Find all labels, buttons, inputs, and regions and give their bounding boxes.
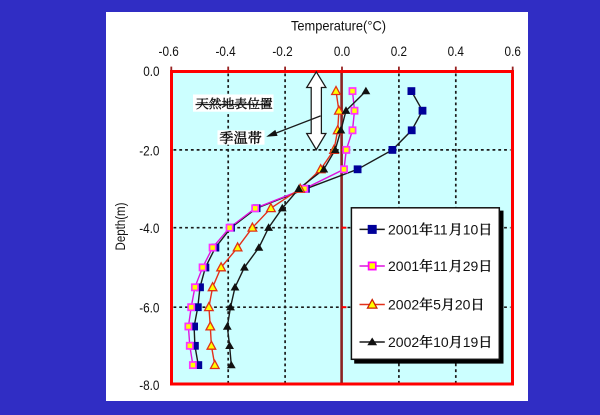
svg-text:0.0: 0.0 [143, 63, 159, 79]
svg-text:-0.2: -0.2 [272, 43, 292, 59]
svg-text:2002: 2002 [388, 334, 419, 350]
svg-text:20: 20 [455, 297, 471, 313]
svg-text:10: 10 [463, 221, 479, 237]
svg-text:Temperature(°C): Temperature(°C) [291, 17, 386, 33]
svg-text:19: 19 [463, 334, 479, 350]
svg-text:2001: 2001 [388, 258, 419, 274]
svg-text:29: 29 [463, 258, 479, 274]
svg-text:-8.0: -8.0 [139, 377, 159, 393]
svg-text:5: 5 [433, 297, 441, 313]
svg-text:11: 11 [433, 221, 448, 237]
svg-text:-4.0: -4.0 [139, 220, 159, 236]
svg-text:-0.6: -0.6 [159, 43, 179, 59]
svg-text:2001: 2001 [388, 221, 419, 237]
svg-text:0.6: 0.6 [505, 43, 521, 59]
svg-text:-0.4: -0.4 [215, 43, 235, 59]
svg-text:2002: 2002 [388, 297, 419, 313]
svg-text:-6.0: -6.0 [139, 300, 159, 316]
svg-text:Depth(m): Depth(m) [112, 203, 128, 251]
svg-text:0.4: 0.4 [448, 43, 464, 59]
svg-text:10: 10 [433, 334, 449, 350]
svg-text:0.2: 0.2 [391, 43, 407, 59]
svg-text:-2.0: -2.0 [139, 142, 159, 158]
svg-text:11: 11 [433, 258, 448, 274]
svg-text:0.0: 0.0 [334, 43, 350, 59]
